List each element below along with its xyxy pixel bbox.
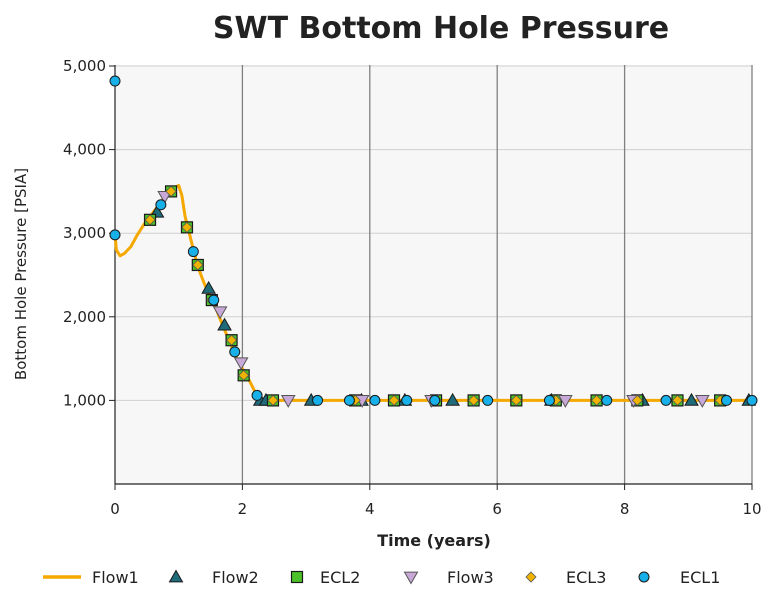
- x-tick-label-4: 8: [620, 500, 630, 518]
- point-ecl3-2: [181, 221, 193, 233]
- point-ecl1-9: [369, 394, 381, 406]
- point-flow3-1: [212, 306, 228, 320]
- point-ecl1-3: [187, 246, 199, 258]
- plot-area: [115, 65, 752, 484]
- y-tick-label-2: 3,000: [63, 224, 106, 242]
- point-ecl1-0: [109, 75, 121, 87]
- legend-item-ecl1: ECL1: [638, 568, 720, 587]
- point-ecl3-9: [388, 394, 400, 406]
- legend-item-ecl3: ECL3: [525, 568, 606, 587]
- point-flow2-1: [201, 280, 217, 294]
- y-axis-ticks: 1,000 2,000 3,000 4,000 5,000: [63, 57, 115, 409]
- legend-label-flow1: Flow1: [92, 568, 139, 587]
- legend-swatch-flow3: [403, 571, 419, 585]
- point-ecl1-1: [109, 229, 121, 241]
- x-axis-ticks: 0 2 4 6 8 10: [110, 484, 762, 518]
- y-tick-label-0: 1,000: [63, 391, 106, 409]
- legend-item-flow1: Flow1: [43, 568, 139, 587]
- x-tick-label-3: 6: [492, 500, 502, 518]
- point-flow3-6: [557, 395, 573, 408]
- point-ecl3-6: [238, 369, 250, 381]
- legend-swatch-flow2: [168, 569, 184, 583]
- point-ecl1-4: [208, 294, 220, 306]
- point-ecl3-11: [468, 394, 480, 406]
- point-flow3-3: [280, 395, 296, 408]
- legend-swatch-ecl3: [525, 571, 537, 583]
- y-axis-label: Bottom Hole Pressure [PSIA]: [12, 168, 30, 380]
- point-ecl1-11: [429, 394, 441, 406]
- point-ecl1-2: [155, 199, 167, 211]
- point-ecl1-17: [746, 394, 758, 406]
- point-ecl3-14: [591, 394, 603, 406]
- legend: Flow1 Flow2 ECL2 Flow3 ECL3 ECL1: [43, 568, 720, 587]
- y-tick-label-4: 5,000: [63, 57, 106, 75]
- legend-label-flow2: Flow2: [212, 568, 259, 587]
- legend-item-flow3: Flow3: [403, 568, 494, 587]
- point-flow2-8: [445, 392, 460, 406]
- series-ecl1: [109, 75, 758, 406]
- series-layer: [109, 75, 758, 408]
- x-axis-label: Time (years): [377, 531, 491, 550]
- point-ecl3-15: [631, 394, 643, 406]
- point-ecl1-10: [401, 394, 413, 406]
- legend-swatch-ecl1: [638, 571, 650, 583]
- point-ecl1-13: [543, 394, 555, 406]
- legend-label-ecl1: ECL1: [680, 568, 720, 587]
- legend-item-flow2: Flow2: [168, 568, 259, 587]
- point-ecl1-8: [343, 394, 355, 406]
- point-ecl1-14: [601, 394, 613, 406]
- y-tick-label-3: 4,000: [63, 141, 106, 159]
- point-flow2-2: [217, 317, 232, 331]
- x-tick-label-1: 2: [238, 500, 248, 518]
- point-flow3-2: [233, 357, 249, 371]
- point-ecl1-6: [251, 389, 263, 401]
- point-ecl3-3: [192, 259, 204, 271]
- point-ecl3-16: [671, 394, 684, 406]
- point-ecl1-16: [721, 394, 733, 406]
- y-tick-label-1: 2,000: [63, 308, 106, 326]
- x-tick-label-5: 10: [742, 500, 761, 518]
- point-ecl3-5: [226, 334, 238, 346]
- legend-label-flow3: Flow3: [447, 568, 494, 587]
- legend-label-ecl3: ECL3: [566, 568, 606, 587]
- point-ecl1-7: [312, 394, 324, 406]
- legend-item-ecl2: ECL2: [290, 568, 360, 587]
- legend-label-ecl2: ECL2: [320, 568, 360, 587]
- chart-title: SWT Bottom Hole Pressure: [213, 11, 669, 46]
- x-tick-label-0: 0: [110, 500, 120, 518]
- point-ecl3-12: [510, 394, 522, 406]
- point-ecl1-12: [482, 394, 494, 406]
- point-ecl3-0: [144, 214, 156, 226]
- point-ecl3-1: [165, 185, 177, 197]
- point-flow2-11: [684, 392, 699, 406]
- x-tick-label-2: 4: [365, 500, 375, 518]
- point-ecl1-15: [660, 394, 672, 406]
- point-flow3-0: [157, 191, 173, 204]
- legend-swatch-ecl2: [290, 570, 304, 584]
- series-ecl3: [144, 185, 726, 406]
- point-ecl3-7: [267, 394, 279, 406]
- point-flow3-8: [694, 395, 710, 408]
- point-ecl1-5: [229, 346, 241, 358]
